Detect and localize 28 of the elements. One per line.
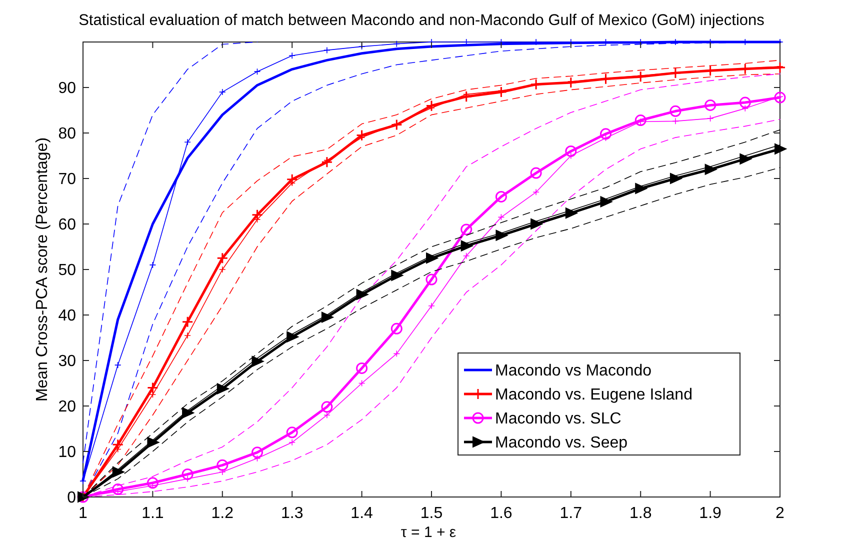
x-tick-label: 1.1 (142, 505, 164, 522)
x-tick-label: 1 (78, 505, 88, 522)
x-tick-label: 1.9 (699, 505, 722, 522)
x-tick-label: 1.4 (350, 505, 374, 522)
y-tick-label: 0 (67, 490, 76, 507)
x-axis-title: τ = 1 + ε (400, 524, 456, 540)
y-tick-label: 80 (58, 126, 76, 143)
legend-label: Macondo vs. Seep (495, 434, 628, 452)
x-tick-label: 1.5 (420, 505, 443, 522)
legend-label: Macondo vs. Eugene Island (495, 386, 692, 404)
x-tick-label: 2 (776, 505, 785, 522)
x-tick-label: 1.8 (629, 505, 652, 522)
x-tick-label: 1.6 (490, 505, 512, 522)
y-tick-label: 70 (58, 171, 76, 188)
y-tick-label: 10 (58, 444, 76, 462)
legend-label: Macondo vs. SLC (495, 410, 622, 428)
y-axis-title: Mean Cross-PCA score (Percentage) (34, 137, 51, 402)
x-tick-label: 1.3 (280, 505, 304, 522)
chart-title: Statistical evaluation of match between Macondo and non-Macondo Gulf of Mexico (GoM) injections (78, 12, 765, 29)
y-tick-label: 40 (58, 308, 76, 325)
y-tick-label: 50 (58, 262, 76, 280)
y-tick-label: 90 (58, 80, 76, 98)
y-tick-label: 60 (58, 216, 76, 234)
x-tick-label: 1.7 (560, 505, 582, 522)
legend-label: Macondo vs Macondo (495, 362, 652, 380)
x-tick-label: 1.2 (211, 505, 234, 522)
y-tick-label: 20 (58, 398, 76, 416)
y-tick-label: 30 (58, 353, 76, 370)
